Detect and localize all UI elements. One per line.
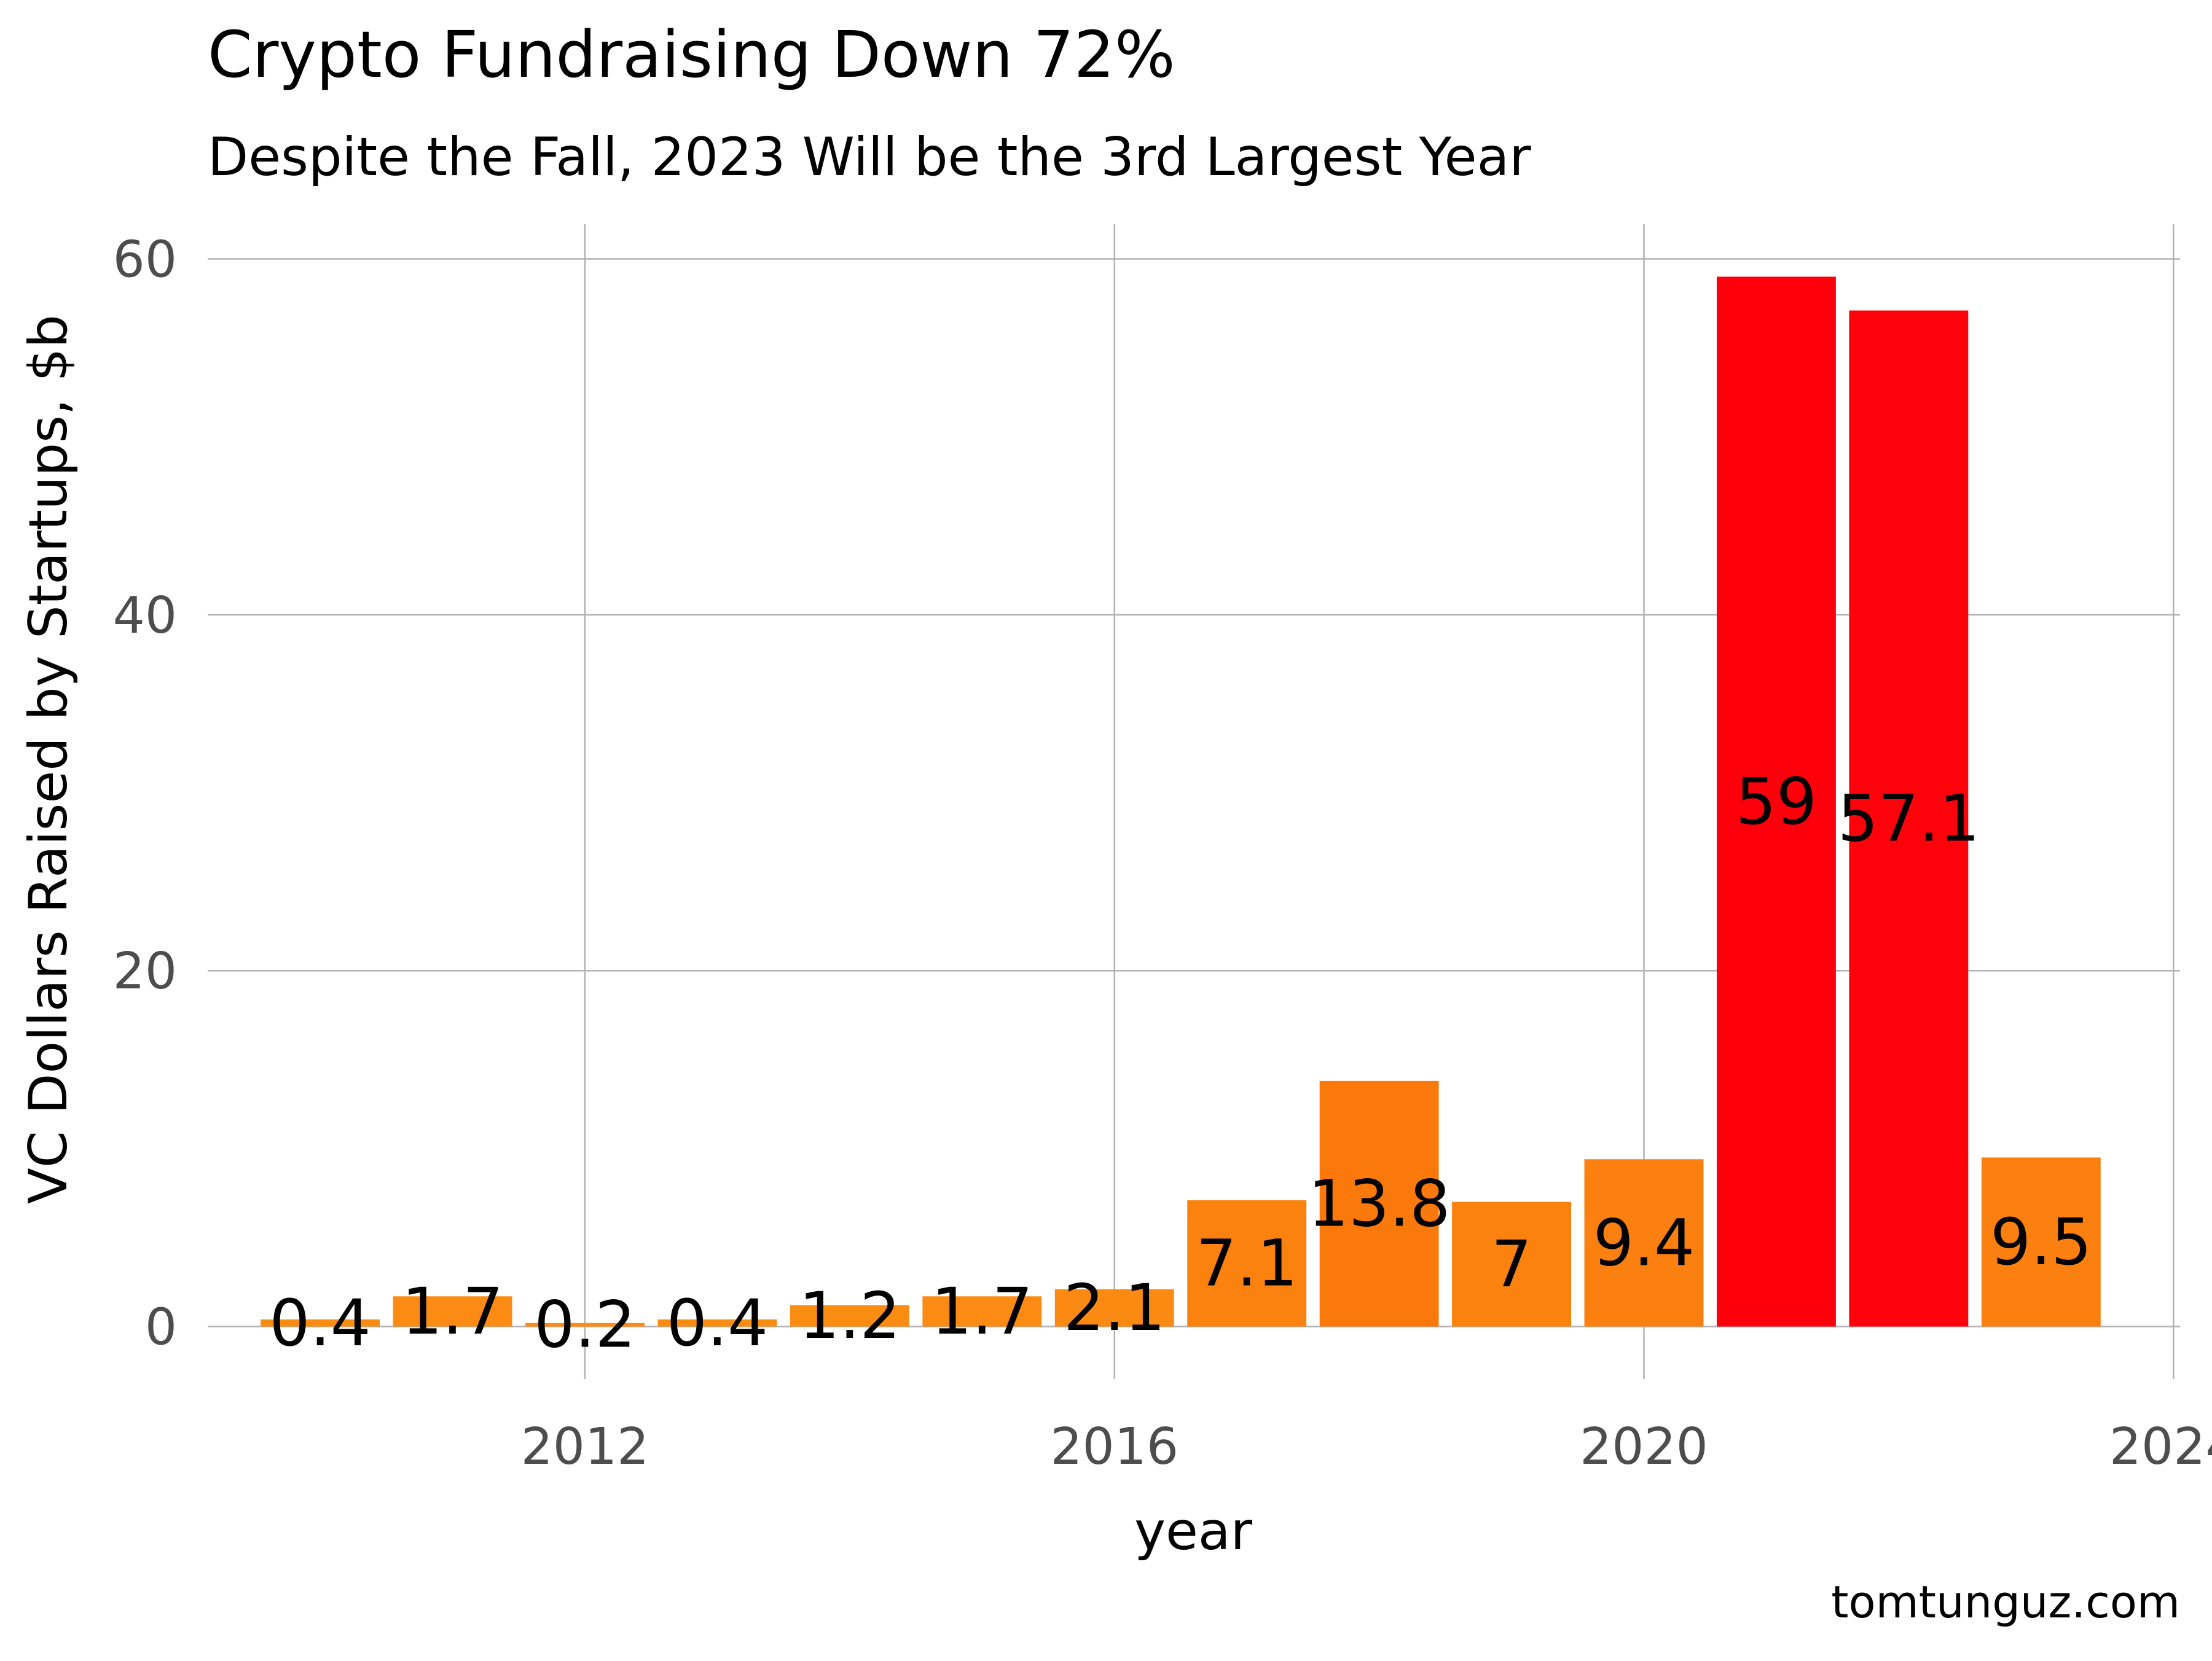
x-axis-title: year <box>1134 1501 1253 1562</box>
bar <box>393 1296 512 1327</box>
bar <box>525 1323 645 1327</box>
x-axis-ticks: 2012 2016 2020 2024 <box>521 1418 2212 1476</box>
bar-value-label: 9.4 <box>1593 1205 1695 1280</box>
y-axis-title: VC Dollars Raised by Startups, $b <box>18 315 79 1204</box>
y-tick-label: 0 <box>145 1299 177 1357</box>
bars <box>261 276 2101 1327</box>
chart-caption: tomtunguz.com <box>1831 1576 2180 1628</box>
y-axis-ticks: 0 20 40 60 <box>113 230 177 1356</box>
bar <box>1319 1081 1439 1327</box>
bar <box>1716 276 1836 1327</box>
bar-value-label: 1.2 <box>799 1278 900 1353</box>
bar <box>790 1305 909 1327</box>
bar-value-label: 59 <box>1736 764 1817 839</box>
bar <box>1849 310 1969 1327</box>
bar-value-label: 9.5 <box>1990 1205 2092 1280</box>
y-tick-label: 20 <box>113 942 177 1001</box>
bar-value-label: 0.4 <box>269 1286 371 1361</box>
bar-value-label: 1.7 <box>931 1274 1033 1349</box>
y-tick-label: 60 <box>113 230 177 289</box>
bar <box>1981 1157 2101 1327</box>
bar <box>1187 1200 1307 1327</box>
bar-value-label: 13.8 <box>1308 1167 1451 1241</box>
y-tick-label: 40 <box>113 587 177 645</box>
bar-value-label: 0.2 <box>534 1288 635 1362</box>
chart-subtitle: Despite the Fall, 2023 Will be the 3rd L… <box>208 127 1531 188</box>
bar-value-label: 7.1 <box>1196 1226 1297 1301</box>
x-tick-label: 2016 <box>1050 1418 1179 1476</box>
bar <box>1584 1159 1704 1327</box>
bar-value-label: 1.7 <box>402 1274 503 1349</box>
bar-data-labels: 0.4 1.7 0.2 0.4 1.2 1.7 2.1 7.113.8 7 9.4 59 57.1 9.… <box>269 764 2092 1362</box>
x-tick-label: 2024 <box>2109 1418 2212 1476</box>
bar <box>922 1296 1042 1327</box>
bar <box>1452 1202 1571 1327</box>
bar <box>657 1319 777 1327</box>
bar <box>1054 1289 1174 1327</box>
x-tick-label: 2012 <box>521 1418 649 1476</box>
bar-value-label: 0.4 <box>667 1286 768 1361</box>
bar-value-label: 2.1 <box>1064 1270 1165 1345</box>
x-tick-label: 2020 <box>1580 1418 1708 1476</box>
chart-title: Crypto Fundraising Down 72% <box>208 17 1175 92</box>
bar <box>261 1319 380 1327</box>
bar-value-label: 57.1 <box>1838 781 1980 856</box>
bar-value-label: 7 <box>1491 1227 1532 1302</box>
